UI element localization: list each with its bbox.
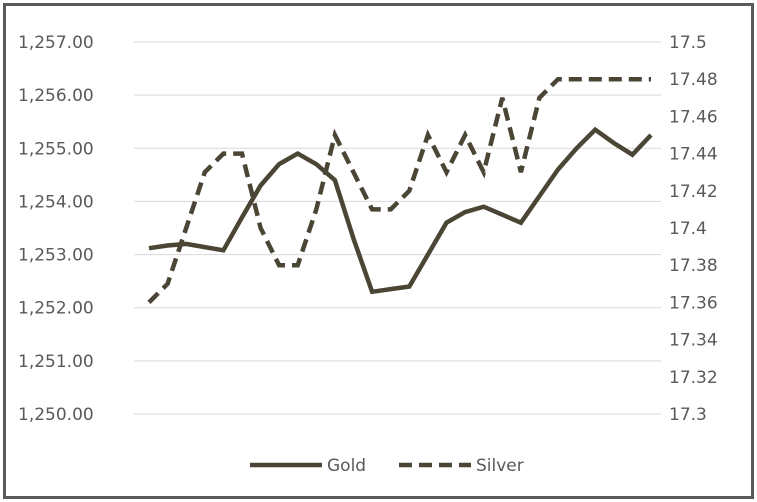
right-tick-label: 17.5 (669, 33, 707, 53)
left-tick-label: 1,255.00 (18, 139, 94, 159)
right-tick-label: 17.48 (669, 70, 718, 90)
right-tick-label: 17.42 (669, 182, 718, 202)
right-tick-label: 17.3 (669, 405, 707, 425)
left-tick-label: 1,251.00 (18, 352, 94, 372)
legend: Gold Silver (250, 456, 524, 476)
series-silver-line (147, 76, 651, 304)
right-tick-label: 17.44 (669, 145, 718, 165)
legend-silver-label: Silver (476, 456, 524, 476)
series-gold-line (148, 126, 653, 295)
series-lines (147, 76, 653, 304)
left-tick-label: 1,252.00 (18, 299, 94, 319)
left-tick-label: 1,256.00 (18, 86, 94, 106)
right-tick-label: 17.36 (669, 293, 718, 313)
left-tick-label: 1,253.00 (18, 246, 94, 266)
chart-frame: 1,257.00 1,256.00 1,255.00 1,254.00 1,253.00… (3, 3, 754, 499)
left-tick-label: 1,257.00 (18, 33, 94, 53)
right-tick-label: 17.32 (669, 368, 718, 388)
right-tick-label: 17.46 (669, 107, 718, 127)
line-chart: 1,257.00 1,256.00 1,255.00 1,254.00 1,253.00… (18, 33, 718, 476)
grid-lines (134, 41, 661, 415)
right-tick-label: 17.34 (669, 331, 718, 351)
right-axis-ticks: 17.5 17.48 17.46 17.44 17.42 17.4 17.38 17.36 17… (669, 33, 718, 425)
left-axis-ticks: 1,257.00 1,256.00 1,255.00 1,254.00 1,253.00… (18, 33, 94, 425)
left-tick-label: 1,250.00 (18, 405, 94, 425)
right-tick-label: 17.4 (669, 219, 707, 239)
left-tick-label: 1,254.00 (18, 192, 94, 212)
right-tick-label: 17.38 (669, 256, 718, 276)
legend-gold-label: Gold (327, 456, 366, 476)
